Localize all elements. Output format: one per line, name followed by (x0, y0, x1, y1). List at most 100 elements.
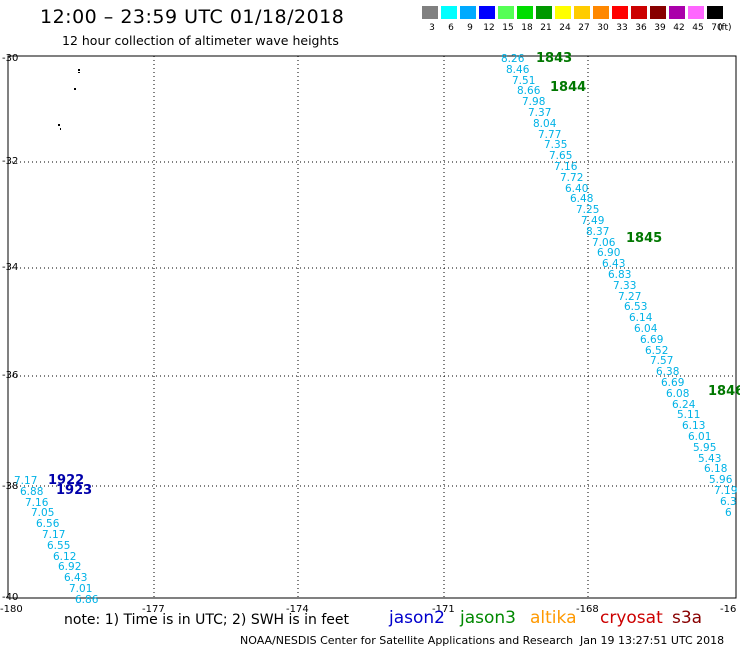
pass-time-label: 1922 (48, 473, 85, 488)
wave-height-value: 7.01 (69, 583, 93, 595)
wave-height-value: 6.69 (661, 377, 685, 389)
wave-height-value: 5.96 (709, 474, 733, 486)
colorbar-label: 45 (692, 23, 704, 33)
longitude-label: -168 (576, 604, 599, 615)
wave-height-value: 7.65 (549, 150, 573, 162)
wave-height-value: 5.11 (677, 409, 701, 421)
wave-height-value: 7.51 (512, 75, 536, 87)
colorbar-swatch (479, 6, 495, 19)
wave-height-value: 6.52 (645, 345, 669, 357)
wave-height-value: 6.48 (570, 193, 594, 205)
longitude-label: -171 (432, 604, 455, 615)
colorbar-swatch (536, 6, 552, 19)
wave-height-value: 8.37 (586, 226, 610, 238)
wave-height-value: 7.16 (554, 161, 578, 173)
colorbar-label: 42 (673, 23, 685, 33)
wave-height-value: 6.38 (656, 366, 680, 378)
chart-title: 12:00 – 23:59 UTC 01/18/2018 (40, 6, 345, 28)
wave-height-value: 6.3 (720, 496, 737, 508)
latitude-label: -34 (2, 262, 19, 273)
wave-height-value: 7.19 (714, 485, 738, 497)
wave-height-value: 6.92 (58, 561, 82, 573)
wave-height-value: 6.43 (602, 258, 626, 270)
colorbar-swatch (631, 6, 647, 19)
wave-height-value: 6.90 (597, 247, 621, 259)
latitude-label: -30 (2, 53, 19, 64)
wave-height-value: 7.27 (618, 291, 642, 303)
satellite-legend-cryosat: cryosat (600, 608, 663, 628)
colorbar-label: 3 (429, 23, 435, 33)
latitude-label: -40 (2, 592, 19, 603)
wave-height-value: 8.46 (506, 64, 530, 76)
colorbar-label: 36 (635, 23, 647, 33)
pass-time-label: 1846 (708, 384, 740, 399)
wave-height-value: 6.04 (634, 323, 658, 335)
wave-height-value: 6.86 (75, 594, 99, 606)
wave-height-value: 6.12 (53, 551, 77, 563)
latitude-label: -38 (2, 481, 19, 492)
latitude-label: -36 (2, 370, 19, 381)
wave-height-value: 7.77 (538, 129, 562, 141)
wave-height-value: 8.26 (501, 53, 525, 65)
wave-height-value: 6.13 (682, 420, 706, 432)
wave-height-value: 6.14 (629, 312, 653, 324)
colorbar-swatch (555, 6, 571, 19)
wave-height-value: 6.40 (565, 183, 589, 195)
colorbar-label: 9 (467, 23, 473, 33)
pass-time-label: 1845 (626, 231, 663, 246)
satellite-legend-altika: altika (530, 608, 577, 628)
longitude-label: -177 (142, 604, 165, 615)
map-border (7, 55, 737, 599)
wave-height-value: 7.16 (25, 497, 49, 509)
footer-credit: NOAA/NESDIS Center for Satellite Applica… (240, 634, 574, 647)
colorbar-label: 33 (616, 23, 628, 33)
longitude-label: -174 (286, 604, 309, 615)
wave-height-value: 6.69 (640, 334, 664, 346)
wave-height-value: 7.57 (650, 355, 674, 367)
colorbar-label: 39 (654, 23, 666, 33)
colorbar-swatch (669, 6, 685, 19)
chart-subtitle: 12 hour collection of altimeter wave hei… (62, 33, 339, 48)
wave-height-value: 6.83 (608, 269, 632, 281)
wave-height-value: 7.35 (544, 139, 568, 151)
wave-height-value: 6.55 (47, 540, 71, 552)
pass-time-label: 1923 (56, 483, 93, 498)
wave-height-value: 7.17 (14, 475, 38, 487)
wave-height-value: 7.25 (576, 204, 600, 216)
wave-height-value: 6.08 (666, 388, 690, 400)
pass-time-label: 1843 (536, 51, 573, 66)
wave-height-value: 6.24 (672, 399, 696, 411)
colorbar-swatch (593, 6, 609, 19)
longitude-label: -180 (0, 604, 23, 615)
colorbar-label: 12 (483, 23, 495, 33)
longitude-label: -16 (720, 604, 737, 615)
colorbar-label: 24 (559, 23, 571, 33)
satellite-legend-s3a: s3a (672, 608, 703, 628)
colorbar-label: 18 (521, 23, 533, 33)
colorbar-swatch (498, 6, 514, 19)
colorbar-label: 30 (597, 23, 609, 33)
wave-height-value: 7.49 (581, 215, 605, 227)
colorbar-swatch (460, 6, 476, 19)
colorbar-swatch (650, 6, 666, 19)
colorbar-swatch (517, 6, 533, 19)
generated-timestamp: Jan 19 13:27:51 UTC 2018 (580, 634, 725, 647)
wave-height-value: 6.01 (688, 431, 712, 443)
colorbar-label: 21 (540, 23, 552, 33)
wave-height-value: 6.18 (704, 463, 728, 475)
colorbar-swatch (441, 6, 457, 19)
wave-height-value: 7.37 (528, 107, 552, 119)
colorbar-swatch (612, 6, 628, 19)
wave-height-value: 6.53 (624, 301, 648, 313)
colorbar-swatch (688, 6, 704, 19)
colorbar-swatch (574, 6, 590, 19)
note-text: note: 1) Time is in UTC; 2) SWH is in fe… (64, 612, 350, 628)
wave-height-value: 7.05 (31, 507, 55, 519)
wave-height-value: 7.06 (592, 237, 616, 249)
colorbar-label: 70 (711, 23, 723, 33)
gridlines (8, 56, 736, 598)
colorbar-unit: (ft) (718, 23, 732, 33)
satellite-legend-jason3: jason3 (460, 608, 516, 628)
wave-height-value: 6 (725, 507, 732, 519)
